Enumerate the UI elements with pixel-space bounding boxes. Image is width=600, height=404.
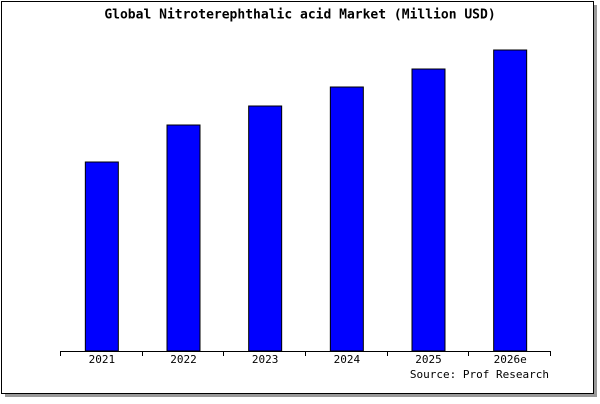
x-tick-label: 2021	[89, 353, 116, 366]
bar	[493, 49, 528, 352]
x-tick-label: 2025	[415, 353, 442, 366]
bar	[329, 86, 364, 352]
bar	[248, 105, 283, 352]
bar	[166, 124, 201, 352]
x-tick-label: 2023	[252, 353, 279, 366]
x-tick-label: 2024	[334, 353, 361, 366]
x-tick-label: 2022	[170, 353, 197, 366]
bar	[84, 161, 119, 352]
x-tick-label: 2026e	[494, 353, 527, 366]
source-note: Source: Prof Research	[410, 368, 549, 381]
bar	[411, 68, 446, 352]
chart-title: Global Nitroterephthalic acid Market (Mi…	[104, 8, 495, 23]
